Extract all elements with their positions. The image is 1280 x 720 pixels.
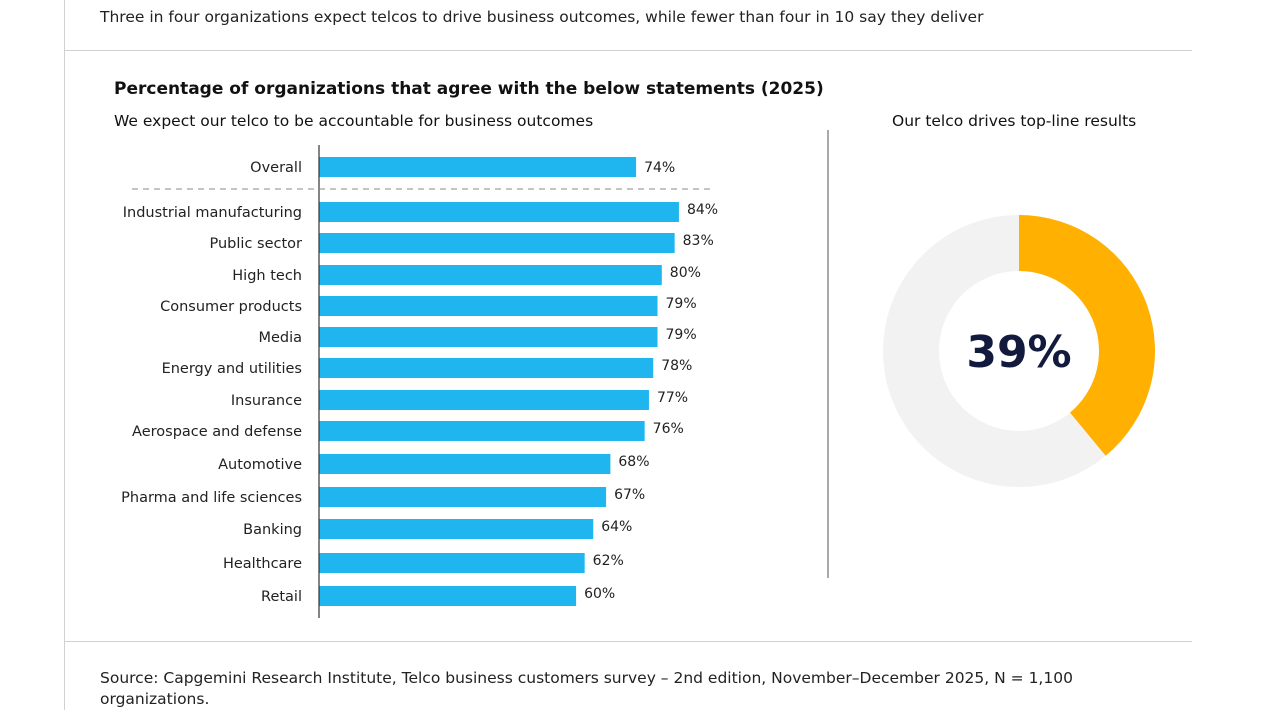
bar — [319, 296, 658, 316]
bar — [319, 487, 607, 507]
category-label: Healthcare — [223, 556, 302, 572]
chart-title: Percentage of organizations that agree w… — [114, 79, 824, 99]
category-label: Automotive — [218, 457, 302, 473]
category-label: Aerospace and defense — [132, 424, 302, 440]
category-label: Insurance — [231, 393, 302, 409]
category-label: Media — [258, 330, 302, 346]
top-divider — [64, 50, 1192, 51]
category-label: Retail — [261, 589, 302, 605]
bar — [319, 358, 654, 378]
category-label: Banking — [243, 522, 302, 538]
category-label: Public sector — [210, 236, 303, 252]
category-label: High tech — [232, 268, 302, 284]
value-label: 64% — [601, 519, 632, 535]
category-label: Industrial manufacturing — [123, 205, 302, 221]
value-label: 78% — [661, 358, 692, 374]
value-label: 80% — [670, 265, 701, 281]
value-label: 79% — [666, 296, 697, 312]
bottom-divider — [64, 641, 1192, 642]
bar — [319, 519, 594, 539]
bar — [319, 202, 679, 222]
left-border — [64, 0, 65, 710]
bar — [319, 327, 658, 347]
value-label: 62% — [593, 553, 624, 569]
donut-chart-subtitle: Our telco drives top-line results — [892, 112, 1137, 130]
bar — [319, 157, 637, 177]
value-label: 77% — [657, 390, 688, 406]
value-label: 74% — [644, 160, 675, 176]
category-label: Overall — [250, 160, 302, 176]
category-label: Pharma and life sciences — [121, 490, 302, 506]
bar — [319, 553, 585, 573]
bar-chart-subtitle: We expect our telco to be accountable fo… — [114, 112, 594, 130]
bar — [319, 265, 662, 285]
bar — [319, 586, 577, 606]
donut-segment — [1019, 215, 1155, 456]
value-label: 84% — [687, 202, 718, 218]
bar — [319, 233, 675, 253]
category-label: Energy and utilities — [162, 361, 302, 377]
donut-center-label: 39% — [966, 327, 1071, 378]
source-note: Source: Capgemini Research Institute, Te… — [100, 669, 1073, 708]
bar — [319, 454, 611, 474]
value-label: 67% — [614, 487, 645, 503]
bar — [319, 421, 645, 441]
value-label: 68% — [618, 454, 649, 470]
value-label: 79% — [666, 327, 697, 343]
header-text: Three in four organizations expect telco… — [100, 8, 984, 26]
value-label: 83% — [683, 233, 714, 249]
value-label: 60% — [584, 586, 615, 602]
bar — [319, 390, 649, 410]
category-label: Consumer products — [160, 299, 302, 315]
value-label: 76% — [653, 421, 684, 437]
